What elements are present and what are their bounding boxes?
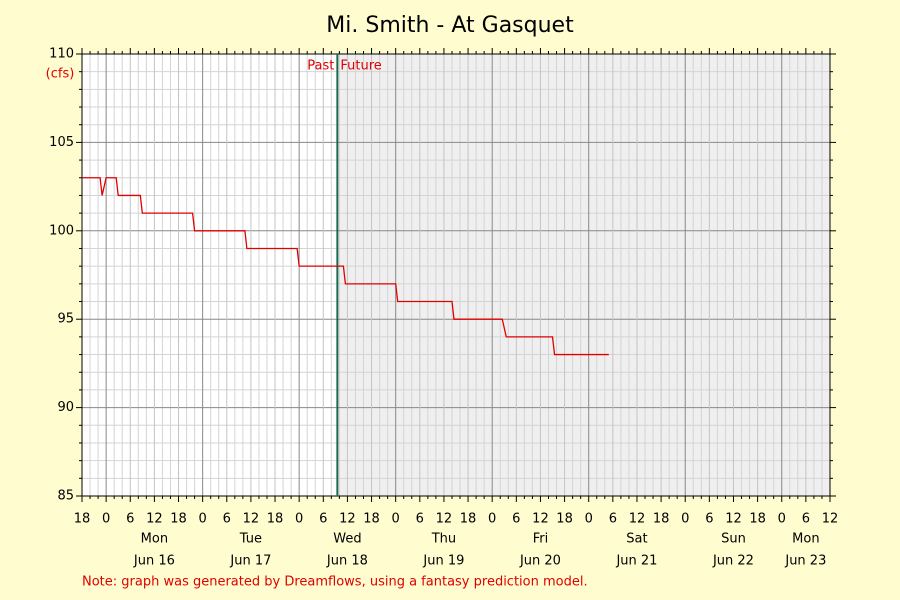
date-label: Jun 16	[133, 554, 175, 569]
date-label: Jun 17	[229, 554, 271, 569]
y-tick-label: 85	[57, 489, 74, 504]
x-tick-label: 18	[267, 512, 284, 527]
weekday-label: Sun	[721, 532, 746, 547]
x-tick-label: 0	[102, 512, 110, 527]
date-label: Jun 22	[712, 554, 754, 569]
x-tick-label: 18	[653, 512, 670, 527]
weekday-label: Sat	[626, 532, 647, 547]
date-label: Jun 20	[519, 554, 561, 569]
note: Note: graph was generated by Dreamflows,…	[82, 575, 588, 590]
weekday-label: Tue	[239, 532, 262, 547]
chart-title: Mi. Smith - At Gasquet	[326, 13, 574, 38]
x-tick-label: 0	[199, 512, 207, 527]
x-tick-label: 18	[749, 512, 766, 527]
weekday-label: Mon	[141, 532, 168, 547]
x-tick-label: 6	[319, 512, 327, 527]
x-tick-label: 12	[436, 512, 453, 527]
x-tick-label: 12	[532, 512, 549, 527]
weekday-label: Mon	[792, 532, 819, 547]
x-tick-label: 12	[629, 512, 646, 527]
x-tick-label: 12	[243, 512, 260, 527]
weekday-label: Thu	[431, 532, 456, 547]
future-region	[337, 54, 830, 496]
weekday-label: Wed	[333, 532, 361, 547]
x-tick-label: 6	[705, 512, 713, 527]
date-label: Jun 19	[422, 554, 464, 569]
x-tick-label: 0	[585, 512, 593, 527]
x-tick-label: 18	[363, 512, 380, 527]
x-tick-label: 6	[416, 512, 424, 527]
x-tick-label: 0	[681, 512, 689, 527]
y-tick-label: 110	[49, 47, 74, 62]
y-tick-label: 95	[57, 312, 74, 327]
x-tick-label: 18	[460, 512, 477, 527]
x-tick-label: 0	[392, 512, 400, 527]
x-tick-label: 6	[802, 512, 810, 527]
flow-line	[82, 177, 609, 356]
x-tick-label: 12	[146, 512, 163, 527]
y-tick-label: 105	[49, 135, 74, 150]
y-tick-label: 90	[57, 400, 74, 415]
x-tick-label: 6	[609, 512, 617, 527]
y-axis-label: (cfs)	[46, 67, 75, 82]
past-label: Past	[307, 59, 334, 74]
plot-frame	[81, 53, 831, 497]
x-tick-label: 18	[170, 512, 187, 527]
x-tick-label: 6	[126, 512, 134, 527]
weekday-label: Fri	[533, 532, 549, 547]
x-tick-label: 18	[74, 512, 91, 527]
y-tick-label: 100	[49, 223, 74, 238]
x-tick-label: 0	[295, 512, 303, 527]
x-tick-label: 0	[488, 512, 496, 527]
date-label: Jun 23	[784, 554, 826, 569]
x-tick-label: 12	[339, 512, 356, 527]
x-tick-label: 6	[512, 512, 520, 527]
future-label: Future	[340, 59, 381, 74]
x-tick-label: 18	[556, 512, 573, 527]
x-tick-label: 12	[725, 512, 742, 527]
x-tick-label: 12	[822, 512, 839, 527]
x-tick-label: 0	[778, 512, 786, 527]
x-tick-label: 6	[223, 512, 231, 527]
date-label: Jun 21	[615, 554, 657, 569]
date-label: Jun 18	[326, 554, 368, 569]
